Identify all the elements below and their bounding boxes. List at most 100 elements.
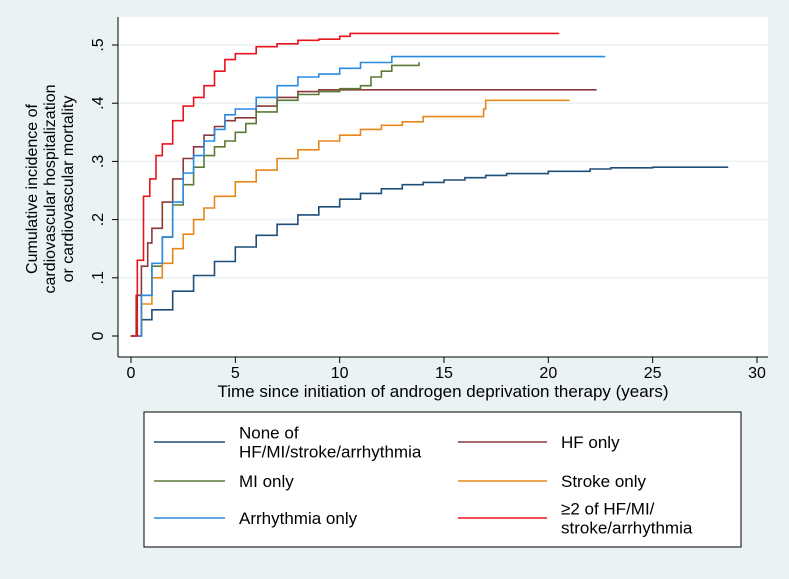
legend-label-3-0: Stroke only bbox=[561, 472, 647, 491]
series-3-point-13 bbox=[318, 140, 320, 142]
series-0-point-13 bbox=[380, 188, 382, 190]
series-5-point-0 bbox=[130, 335, 132, 337]
series-1-point-8 bbox=[193, 146, 195, 148]
legend-label-2-0: MI only bbox=[239, 472, 294, 491]
gridlines bbox=[118, 44, 768, 279]
series-1-point-16 bbox=[318, 89, 320, 91]
series-2-point-13 bbox=[276, 99, 278, 101]
series-0-point-11 bbox=[339, 198, 341, 200]
series-4-point-6 bbox=[193, 155, 195, 157]
series-0-point-10 bbox=[318, 206, 320, 208]
series-3-point-21 bbox=[485, 99, 487, 101]
series-0-point-7 bbox=[255, 234, 257, 236]
series-1-point-3 bbox=[147, 242, 149, 244]
series-3-point-22 bbox=[568, 99, 570, 101]
series-4-point-14 bbox=[318, 73, 320, 75]
x-tick-label-5: 25 bbox=[644, 365, 662, 382]
series-1-point-18 bbox=[443, 89, 445, 91]
series-0-point-3 bbox=[172, 290, 174, 292]
series-5-point-1 bbox=[136, 259, 138, 261]
series-4-point-8 bbox=[213, 128, 216, 130]
series-0-point-2 bbox=[151, 309, 153, 311]
series-4-point-10 bbox=[234, 108, 236, 110]
series-2-point-14 bbox=[297, 93, 299, 96]
series-5-point-13 bbox=[255, 46, 257, 48]
series-3-point-9 bbox=[234, 181, 236, 183]
series-0-point-15 bbox=[422, 181, 424, 183]
series-5-point-12 bbox=[234, 53, 236, 55]
series-2-point-9 bbox=[224, 140, 226, 142]
x-tick-label-2: 10 bbox=[331, 365, 349, 382]
x-tick-label-6: 30 bbox=[748, 365, 766, 382]
series-4-point-4 bbox=[172, 201, 174, 203]
series-4-point-15 bbox=[339, 67, 341, 69]
y-tick-label-0: 0 bbox=[90, 331, 107, 340]
series-5-point-18 bbox=[349, 32, 351, 35]
series-5-point-9 bbox=[203, 85, 205, 87]
series-3-point-14 bbox=[339, 134, 341, 136]
series-group bbox=[130, 32, 729, 337]
series-4-point-19 bbox=[604, 56, 606, 58]
series-5-point-10 bbox=[213, 70, 216, 72]
series-3-point-4 bbox=[172, 248, 174, 250]
series-5-point-6 bbox=[172, 120, 174, 122]
series-3-point-6 bbox=[193, 219, 195, 221]
series-5-point-8 bbox=[193, 96, 195, 98]
series-1-point-5 bbox=[161, 201, 163, 203]
series-5 bbox=[130, 32, 560, 337]
series-0-point-8 bbox=[276, 223, 278, 225]
series-0-point-23 bbox=[652, 166, 654, 168]
legend-item-4: Arrhythmia only bbox=[154, 509, 358, 528]
series-5-point-7 bbox=[182, 105, 184, 107]
series-4-point-2 bbox=[151, 262, 153, 264]
series-3-point-10 bbox=[255, 169, 257, 171]
series-3-point-16 bbox=[380, 124, 382, 126]
series-1-point-1 bbox=[135, 294, 137, 296]
series-0-point-12 bbox=[359, 192, 362, 194]
x-tick-label-3: 15 bbox=[435, 365, 453, 382]
plot-background bbox=[118, 17, 768, 357]
series-4-point-7 bbox=[203, 140, 205, 142]
series-0-point-5 bbox=[213, 260, 216, 263]
series-2-point-8 bbox=[213, 146, 216, 148]
y-axis: 0 .1 .2 .3 .4 .5 bbox=[90, 17, 119, 357]
series-4-point-9 bbox=[224, 114, 226, 116]
series-5-point-2 bbox=[142, 195, 145, 197]
legend-box bbox=[143, 411, 742, 548]
y-tick-label-1: .1 bbox=[90, 271, 107, 284]
series-0-point-16 bbox=[443, 179, 445, 181]
series-5-point-15 bbox=[297, 39, 299, 41]
y-axis-title-line-2: cardiovascular hospitalization bbox=[42, 85, 59, 294]
legend-label-0-1: HF/MI/stroke/arrhythmia bbox=[239, 443, 422, 462]
legend-item-2: MI only bbox=[154, 472, 294, 491]
legend-label-5-0: ≥2 of HF/MI/ bbox=[561, 500, 655, 519]
series-0-point-22 bbox=[610, 167, 612, 169]
series-5-point-17 bbox=[339, 35, 341, 37]
series-3-point-19 bbox=[464, 116, 466, 118]
series-3-point-15 bbox=[359, 128, 362, 130]
series-2-point-19 bbox=[380, 70, 382, 72]
legend-item-3: Stroke only bbox=[458, 472, 647, 491]
series-line-5 bbox=[131, 32, 559, 337]
y-tick-label-3: .3 bbox=[90, 155, 107, 168]
y-axis-title-line-1: Cumulative incidence of bbox=[24, 104, 41, 274]
series-0-point-19 bbox=[506, 173, 508, 175]
legend-label-0-0: None of bbox=[239, 424, 299, 443]
series-1-point-19 bbox=[595, 89, 597, 91]
legend-item-1: HF only bbox=[458, 433, 620, 452]
series-0-point-6 bbox=[234, 246, 236, 248]
series-5-point-5 bbox=[161, 143, 163, 145]
series-2-point-12 bbox=[255, 111, 257, 113]
series-4-point-1 bbox=[140, 294, 142, 296]
series-2-point-10 bbox=[234, 131, 236, 133]
series-3-point-11 bbox=[276, 157, 278, 160]
series-0-point-14 bbox=[401, 184, 403, 186]
x-tick-label-1: 5 bbox=[231, 365, 240, 382]
series-2-point-15 bbox=[318, 91, 320, 93]
series-3-point-8 bbox=[213, 195, 216, 197]
series-1-point-10 bbox=[213, 125, 216, 128]
series-1-point-4 bbox=[151, 227, 153, 229]
